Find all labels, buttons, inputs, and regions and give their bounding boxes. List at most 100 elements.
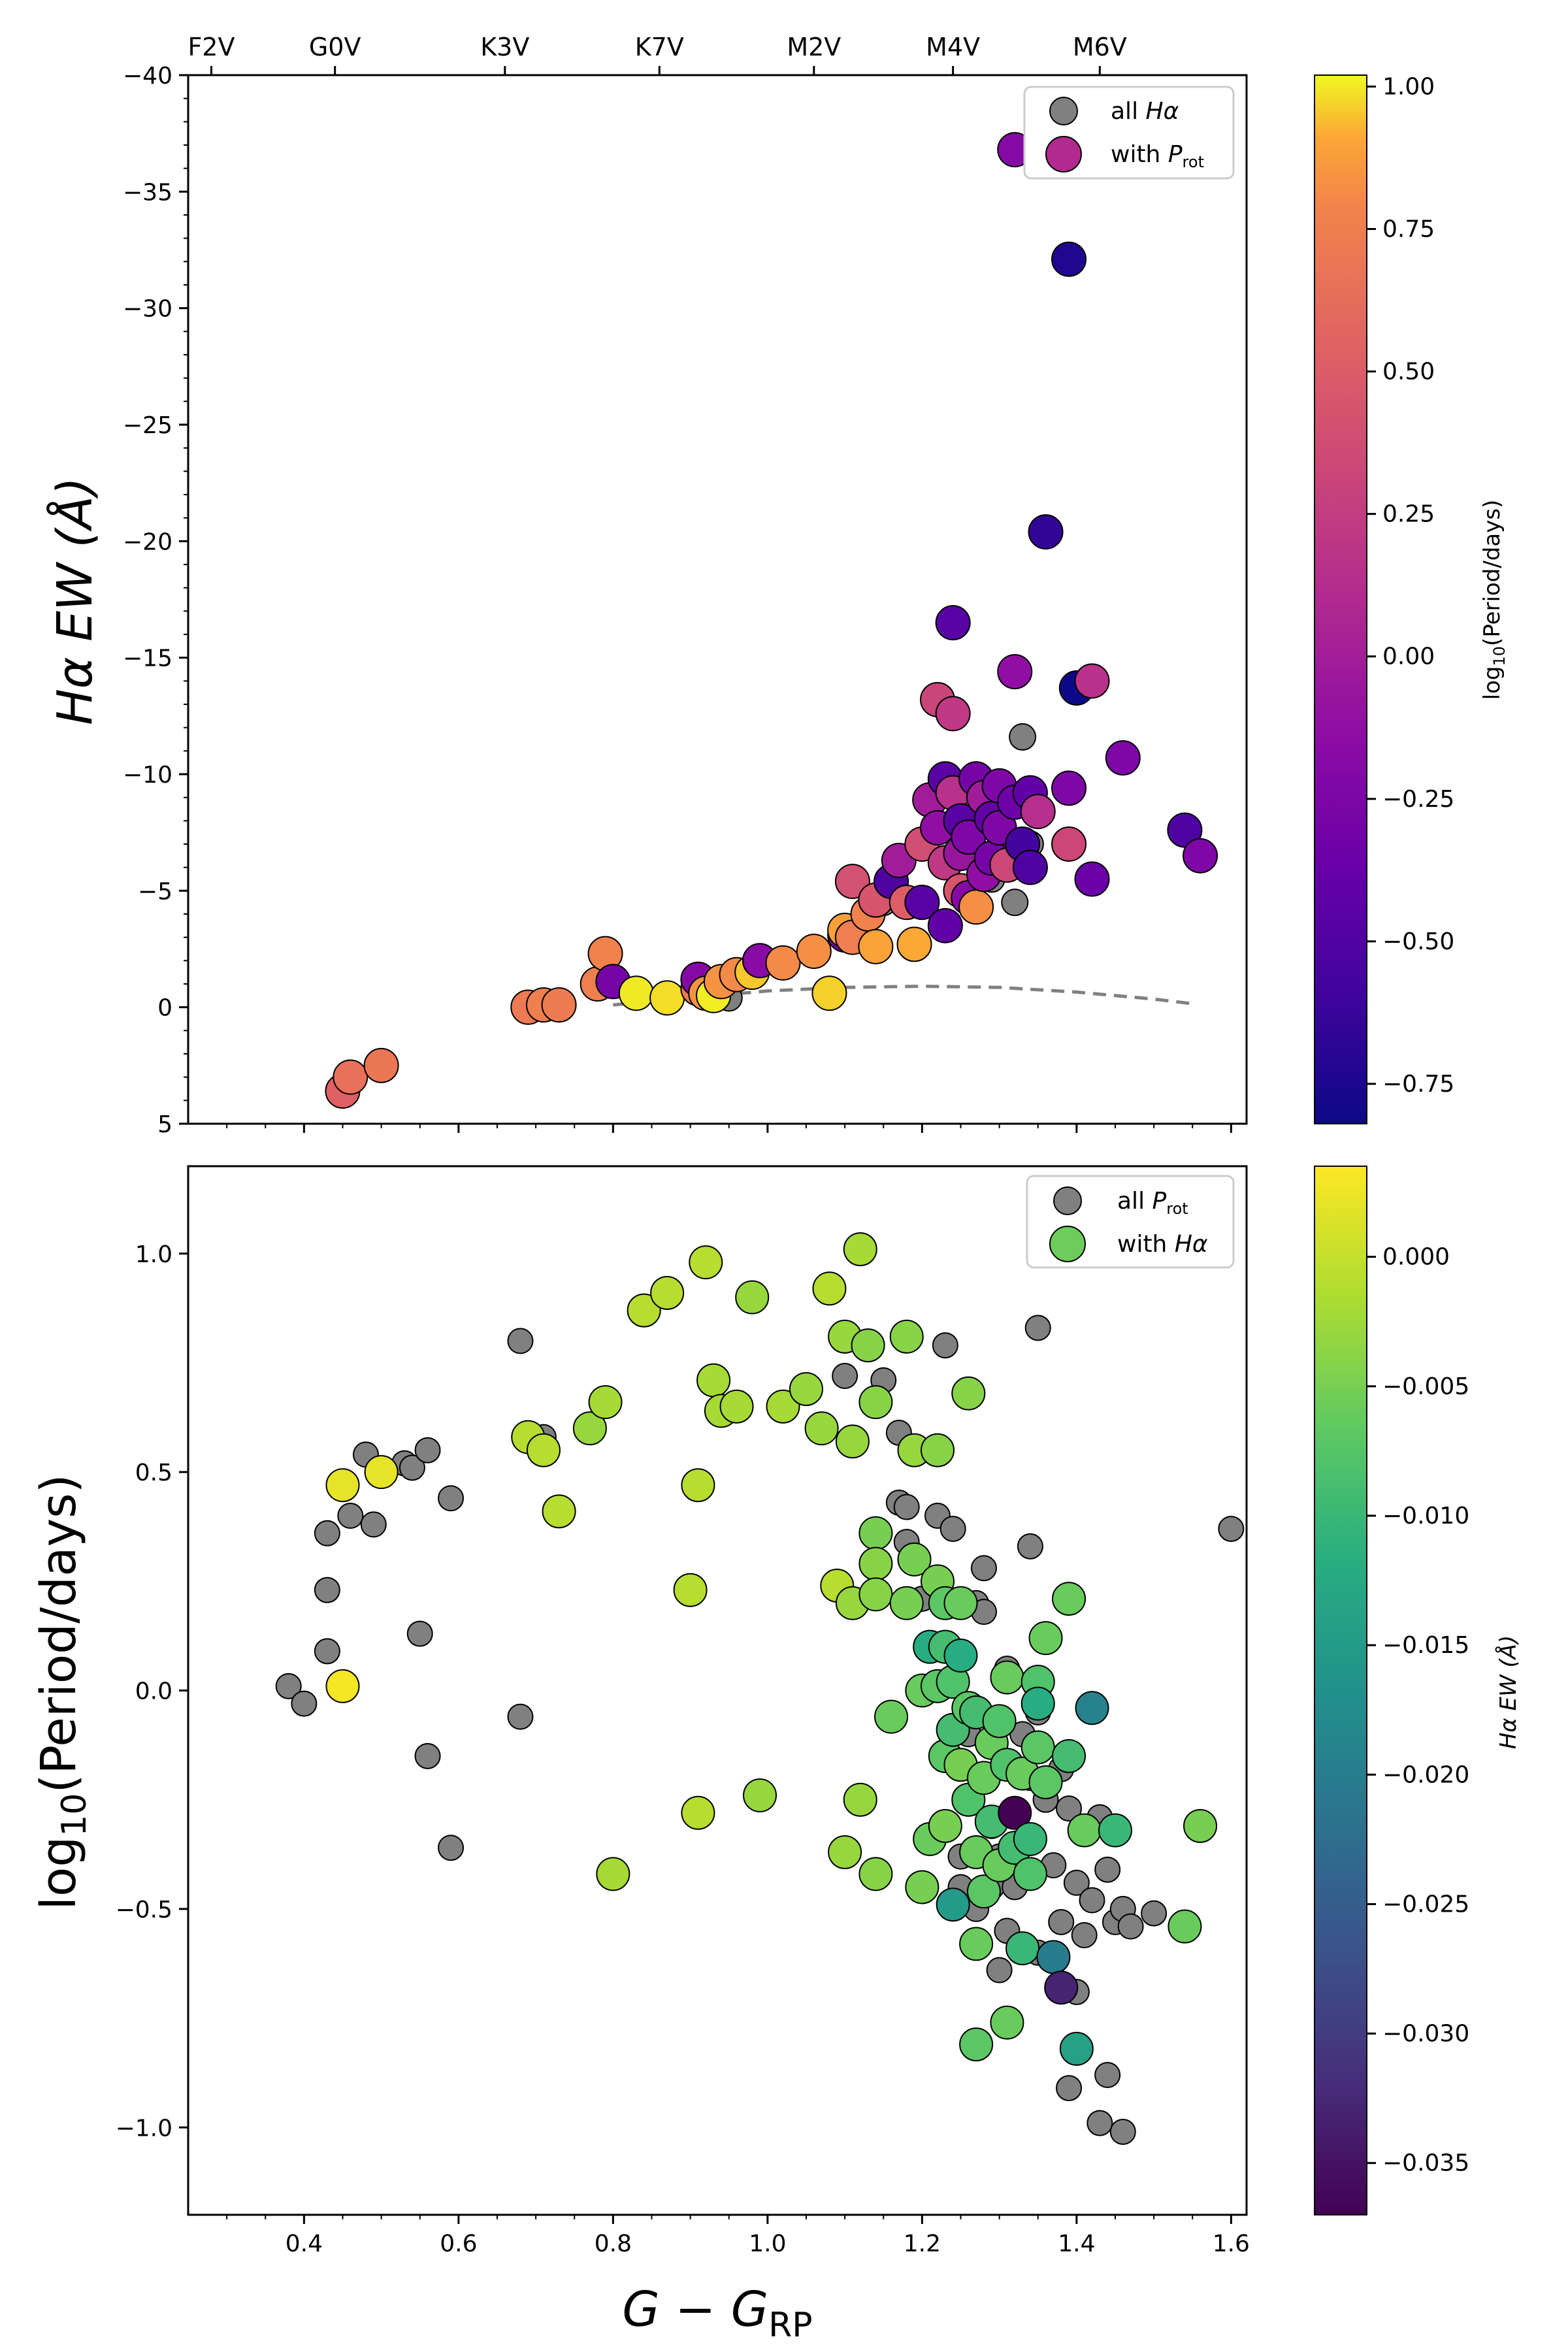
top-x-axis [226,1124,1232,1133]
with-halpha-point [1052,1582,1086,1616]
all-prot-point [1094,2062,1121,2088]
all-prot-point [507,1328,534,1354]
top-colorbar-tick-label: −0.75 [1382,1071,1454,1098]
all-prot-point [970,1555,997,1582]
with-halpha-point [1028,1621,1063,1656]
with-halpha-point [1021,1730,1055,1765]
with-halpha-point [596,1857,630,1891]
with-halpha-point [851,1328,885,1363]
all-prot-point [1024,1315,1051,1341]
all-prot-point [1086,2110,1113,2136]
all-prot-point [1079,1887,1105,1914]
with-halpha-point [1075,1691,1109,1725]
all-prot-point [1048,1908,1075,1935]
with-halpha-point [804,1411,839,1446]
top-colorbar: 1.00 0.75 0.50 0.25 0.00 −0.25 −0.50 −0.75 log1… [1314,73,1509,1124]
with-prot-point [834,864,870,900]
with-halpha-point [966,1874,1001,1909]
with-halpha-point [364,1455,399,1490]
all-prot-point [832,1363,858,1389]
all-prot-point [1094,1856,1121,1883]
with-halpha-point [858,1516,893,1550]
with-prot-point [765,945,801,981]
with-halpha-point [673,1573,708,1607]
all-prot-point [893,1494,920,1520]
with-halpha-point [627,1293,661,1328]
with-halpha-point [843,1782,877,1817]
all-prot-point [1141,1900,1168,1927]
with-halpha-point [943,1639,978,1673]
all-prot-point [1056,2075,1083,2102]
all-halpha-point [1009,723,1037,751]
with-prot-point [796,934,832,970]
bottom-x-axis: 0.4 0.6 0.8 1.0 1.2 1.4 1.6 [226,2215,1250,2257]
with-halpha-point [766,1389,800,1424]
with-prot-point [1183,838,1218,874]
all-prot-point [438,1485,465,1512]
with-halpha-point [951,1376,986,1411]
with-halpha-point [681,1795,715,1830]
with-halpha-point [998,1795,1032,1830]
top-colorbar-tick-label: 0.00 [1382,644,1435,670]
legend-marker-with-halpha [1049,1226,1086,1262]
with-halpha-point [650,1275,685,1310]
with-halpha-point [789,1372,823,1407]
with-halpha-point [689,1245,723,1280]
all-prot-point [314,1520,340,1546]
legend-label-with-halpha: with Hα [1117,1231,1208,1258]
spectral-type-label: M2V [787,33,841,61]
with-halpha-point [858,1577,893,1612]
top-colorbar-label: log10(Period/days) [1479,500,1509,700]
with-halpha-point [828,1835,862,1869]
with-prot-point [858,928,894,964]
bottom-y-axis-label: log10(Period/days) [31,1474,94,1910]
all-prot-point [337,1503,364,1529]
with-halpha-point [889,1586,924,1620]
top-colorbar-tick-label: −0.25 [1382,786,1454,813]
with-halpha-point [843,1232,877,1267]
bottom-x-tick-label: 1.6 [1213,2230,1250,2257]
all-prot-point [275,1673,302,1699]
bottom-colorbar-tick-label: −0.025 [1382,1891,1469,1918]
with-halpha-point [681,1468,715,1503]
with-prot-point [935,696,971,732]
with-prot-point [363,1047,399,1083]
with-prot-point [1105,740,1141,776]
bottom-x-tick-label: 0.4 [286,2230,323,2257]
with-halpha-point [959,1927,994,1961]
with-halpha-point [1059,2031,1094,2066]
with-halpha-point [325,1468,360,1503]
all-prot-point [314,1576,340,1603]
spectral-type-label: M4V [926,33,980,61]
with-prot-point [541,987,577,1023]
with-prot-point [649,980,685,1016]
top-colorbar-tick-label: 1.00 [1382,73,1435,100]
with-halpha-point [588,1385,623,1420]
with-halpha-point [858,1546,893,1581]
with-prot-point [1051,770,1087,806]
bottom-colorbar-tick-label: −0.030 [1382,2021,1469,2048]
with-halpha-point [1036,1940,1071,1974]
top-y-tick-label: −20 [123,529,172,555]
with-halpha-point [696,1363,731,1397]
top-y-axis: −40 −35 −30 −25 −20 −15 −10 −5 0 5 [123,63,188,1138]
bottom-colorbar-tick-label: 0.000 [1382,1244,1450,1271]
bottom-x-tick-label: 1.0 [749,2230,786,2257]
all-prot-point [1218,1516,1245,1543]
with-halpha-point [1013,1857,1047,1891]
all-prot-point [1063,1869,1090,1896]
spectral-type-label: G0V [309,33,361,61]
with-halpha-point [743,1778,777,1812]
x-axis-label: G − GRP [622,2281,812,2345]
with-halpha-point [928,1808,962,1843]
with-halpha-point [905,1870,939,1904]
with-halpha-point [943,1586,978,1620]
with-halpha-point [835,1424,870,1459]
with-prot-point [811,975,847,1011]
top-y-tick-label: −25 [123,412,172,439]
all-prot-point [1109,2118,1136,2145]
legend-marker-with-prot [1045,136,1082,172]
with-halpha-point [959,2027,994,2062]
with-prot-point [1167,812,1203,848]
bottom-colorbar-tick-label: −0.005 [1382,1373,1469,1400]
